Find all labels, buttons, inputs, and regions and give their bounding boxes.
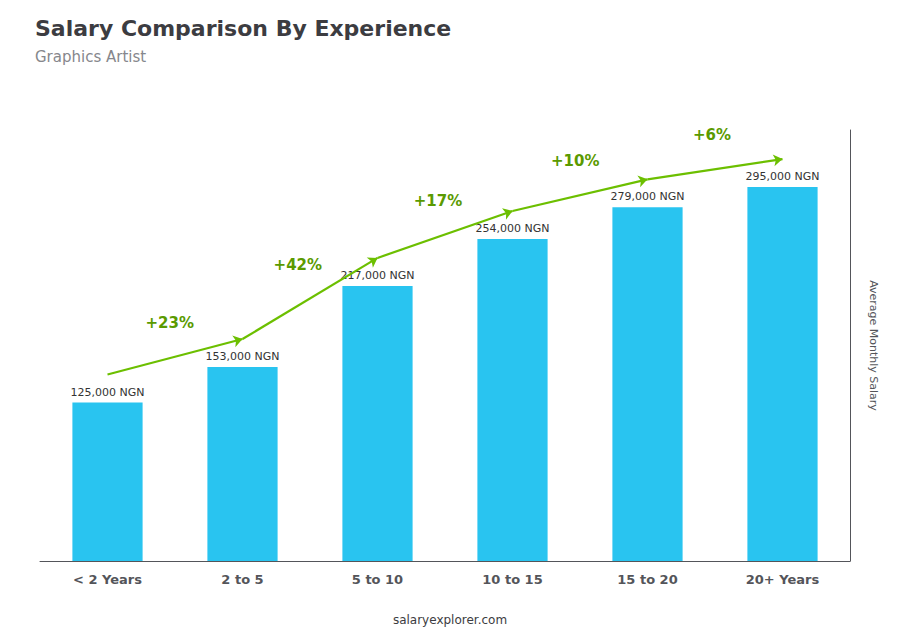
svg-text:15 to 20: 15 to 20: [617, 572, 677, 587]
svg-text:125,000 NGN: 125,000 NGN: [71, 386, 145, 399]
svg-text:10 to 15: 10 to 15: [482, 572, 542, 587]
svg-text:254,000 NGN: 254,000 NGN: [476, 222, 550, 235]
svg-text:+17%: +17%: [414, 192, 462, 210]
svg-text:Salary Comparison By Experienc: Salary Comparison By Experience: [35, 16, 451, 41]
svg-text:Graphics Artist: Graphics Artist: [35, 48, 146, 66]
svg-text:2 to 5: 2 to 5: [221, 572, 263, 587]
svg-text:salaryexplorer.com: salaryexplorer.com: [393, 613, 507, 627]
svg-text:20+ Years: 20+ Years: [746, 572, 820, 587]
svg-text:217,000 NGN: 217,000 NGN: [341, 269, 415, 282]
svg-text:153,000 NGN: 153,000 NGN: [206, 350, 280, 363]
svg-text:+6%: +6%: [693, 126, 731, 144]
svg-text:+42%: +42%: [274, 256, 322, 274]
svg-text:< 2 Years: < 2 Years: [73, 572, 142, 587]
svg-text:5 to 10: 5 to 10: [352, 572, 403, 587]
svg-text:+10%: +10%: [551, 152, 599, 170]
svg-text:295,000 NGN: 295,000 NGN: [746, 170, 820, 183]
svg-text:Average Monthly Salary: Average Monthly Salary: [867, 280, 880, 411]
svg-text:+23%: +23%: [145, 314, 193, 332]
svg-text:279,000 NGN: 279,000 NGN: [611, 190, 685, 203]
